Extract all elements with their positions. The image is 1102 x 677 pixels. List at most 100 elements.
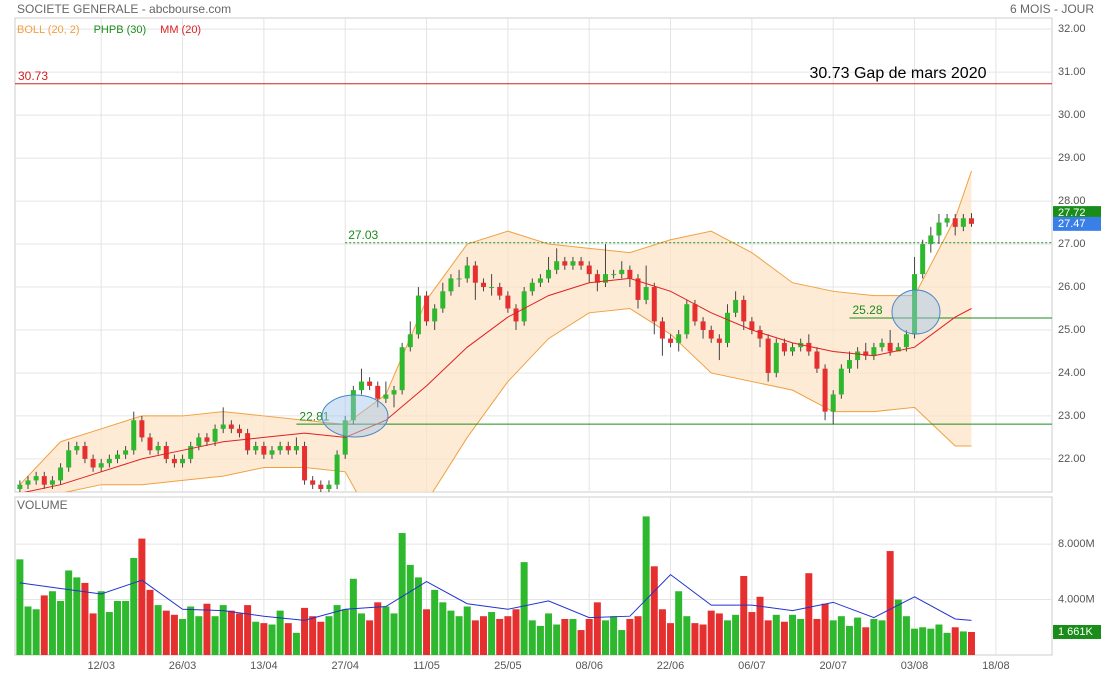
volume-bar xyxy=(382,606,390,655)
volume-bar xyxy=(780,621,788,655)
x-tick-label: 03/08 xyxy=(901,660,929,672)
volume-bar xyxy=(113,600,121,655)
volume-bar xyxy=(943,632,951,655)
y-tick-label: 28.00 xyxy=(1058,195,1086,207)
legend-entry: BOLL (20, 2) xyxy=(17,24,80,36)
candle-body xyxy=(619,269,625,275)
candle-body xyxy=(651,287,657,322)
candle-body xyxy=(830,394,836,412)
candle-body xyxy=(684,304,690,335)
candle-body xyxy=(58,467,64,481)
period: 6 MOIS - JOUR xyxy=(1010,2,1094,16)
candle-body xyxy=(716,338,722,343)
candle-body xyxy=(285,446,291,451)
candle-body xyxy=(277,446,283,451)
candle-body xyxy=(228,424,234,429)
candle-body xyxy=(25,480,31,485)
volume-bar xyxy=(374,602,382,655)
volume-bar xyxy=(357,613,365,655)
x-tick-label: 06/07 xyxy=(738,660,766,672)
volume-bar xyxy=(154,605,162,655)
candle-body xyxy=(245,433,251,451)
candle-body xyxy=(139,420,145,438)
volume-bar xyxy=(569,618,577,655)
moving-average xyxy=(23,277,972,492)
candle-body xyxy=(253,446,259,451)
volume-bar xyxy=(675,591,683,655)
candle-body xyxy=(765,338,771,373)
candle-body xyxy=(554,261,560,270)
candle-body xyxy=(98,463,104,468)
candle-body xyxy=(513,308,519,322)
candle-body xyxy=(456,278,462,280)
candle-body xyxy=(700,321,706,330)
volume-bar xyxy=(235,613,243,655)
volume-bar xyxy=(797,618,805,655)
volume-bar xyxy=(333,605,341,655)
candle-body xyxy=(952,218,958,227)
candle-body xyxy=(912,274,918,335)
volume-bar xyxy=(187,606,195,655)
volume-bar xyxy=(520,562,528,655)
candle-body xyxy=(358,381,364,391)
candle-body xyxy=(212,428,218,442)
candle-body xyxy=(33,476,39,481)
volume-bar xyxy=(951,627,959,655)
candle-body xyxy=(928,235,934,245)
candle-body xyxy=(903,334,909,348)
volume-bar xyxy=(260,623,268,655)
candle-body xyxy=(863,351,869,356)
candle-body xyxy=(708,329,714,339)
candle-body xyxy=(757,329,763,339)
candle-body xyxy=(147,437,153,451)
volume-bar xyxy=(772,614,780,655)
last-value-label: 27.47 xyxy=(1058,218,1086,230)
volume-bar xyxy=(740,576,748,655)
candle-body xyxy=(773,342,779,373)
last-value-box xyxy=(1053,216,1101,231)
volume-bar xyxy=(195,616,203,655)
y-tick-label: 31.00 xyxy=(1058,66,1086,78)
volume-bar xyxy=(130,557,138,655)
annotation: 30.73 Gap de mars 2020 xyxy=(809,65,986,82)
y-tick-label: 23.00 xyxy=(1058,410,1086,422)
volume-bar xyxy=(463,606,471,655)
candle-body xyxy=(733,299,739,313)
candle-body xyxy=(367,381,373,386)
x-tick-label: 27/04 xyxy=(331,660,359,672)
candle-body xyxy=(668,338,674,343)
volume-bar xyxy=(837,616,845,655)
candle-body xyxy=(871,347,877,356)
x-tick-label: 08/06 xyxy=(575,660,603,672)
volume-bar xyxy=(32,609,40,655)
candle-body xyxy=(879,342,885,348)
volume-bar xyxy=(935,624,943,655)
x-tick-label: 13/04 xyxy=(250,660,278,672)
volume-bar xyxy=(536,625,544,655)
volume-bar xyxy=(16,559,24,655)
volume-bar xyxy=(919,627,927,655)
volume-bar xyxy=(878,620,886,655)
volume-bar xyxy=(414,577,422,655)
volume-bar xyxy=(97,591,105,655)
candle-body xyxy=(895,347,901,352)
volume-bar xyxy=(162,610,170,655)
volume-bar xyxy=(927,628,935,655)
volume-bar xyxy=(959,631,967,655)
volume-bar xyxy=(496,618,504,655)
candle-body xyxy=(570,261,576,266)
candle-body xyxy=(106,458,112,464)
candle-body xyxy=(529,282,535,292)
candle-body xyxy=(375,385,381,399)
legend-entry: PHPB (30) xyxy=(94,24,147,36)
volume-bar xyxy=(349,578,357,655)
candle-body xyxy=(546,269,552,279)
volume-bar xyxy=(886,551,894,655)
candle-body xyxy=(293,446,299,451)
volume-bar xyxy=(179,618,187,655)
volume-bar xyxy=(219,605,227,655)
candle-body xyxy=(578,261,584,266)
candle-body xyxy=(74,446,80,451)
x-tick-label: 26/03 xyxy=(169,660,197,672)
